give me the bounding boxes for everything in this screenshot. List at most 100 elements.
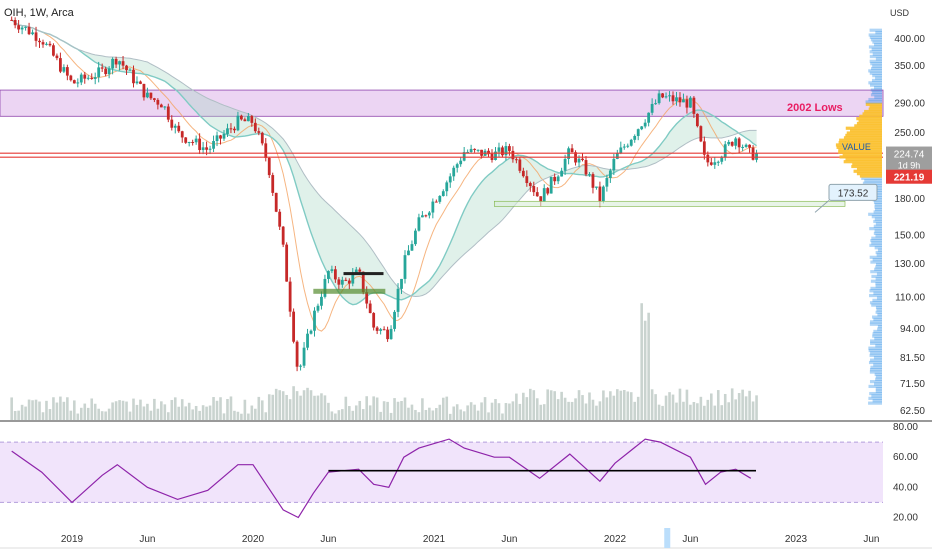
volume-profile-bar	[875, 377, 882, 381]
candle-body	[497, 147, 501, 152]
candle-body	[581, 158, 584, 161]
volume-bar	[556, 399, 560, 420]
volume-profile-bar	[870, 270, 882, 274]
volume-profile-bar	[872, 52, 882, 56]
candle-body	[313, 310, 316, 331]
price-tick-label: 130.00	[894, 259, 925, 270]
volume-profile-bar	[875, 387, 882, 391]
volume-bar	[295, 391, 299, 420]
candle-body	[132, 69, 135, 84]
volume-bar	[104, 411, 107, 420]
candle-body	[257, 131, 261, 133]
resistance-box	[313, 288, 386, 294]
candle-body	[622, 146, 626, 148]
price-tick-label: 400.00	[894, 34, 925, 45]
volume-bar	[135, 404, 139, 420]
zone-layer	[0, 89, 884, 117]
candle-body	[689, 97, 692, 108]
target-callout-pointer	[814, 199, 830, 213]
candle-body	[591, 174, 595, 188]
candle-body	[598, 186, 602, 202]
volume-profile-bar	[874, 195, 882, 200]
volume-bar	[431, 410, 435, 420]
volume-bar	[382, 401, 386, 420]
volume-bar	[281, 391, 285, 420]
volume-profile-bar	[869, 289, 882, 293]
candle-body	[504, 146, 508, 156]
candle-body	[354, 269, 358, 274]
volume-profile-bar	[871, 215, 882, 219]
candle-body	[549, 176, 553, 194]
time-tick-label: 2022	[604, 534, 627, 545]
candle-body	[445, 182, 449, 192]
rsi-band	[0, 442, 883, 503]
candle-body	[734, 138, 738, 146]
candle-body	[546, 188, 550, 194]
candle-body	[626, 145, 630, 147]
volume-bar	[163, 404, 167, 420]
volume-bar	[654, 394, 657, 420]
candle-body	[351, 273, 355, 284]
volume-profile-bar	[873, 85, 882, 90]
candle-body	[664, 96, 668, 98]
volume-profile-bar	[875, 222, 882, 226]
volume-profile-bar	[869, 255, 882, 259]
volume-profile-bar	[874, 42, 882, 47]
candle-body	[577, 158, 581, 163]
volume-bar	[720, 405, 724, 420]
candle-body	[706, 154, 710, 163]
candle-body	[163, 106, 167, 108]
volume-bar	[323, 395, 327, 420]
volume-bar	[445, 396, 449, 420]
candle-body	[194, 138, 198, 143]
volume-profile-bar	[873, 219, 882, 224]
volume-profile-bar	[868, 401, 882, 405]
volume-bar	[581, 395, 584, 420]
volume-bar	[320, 393, 323, 420]
candle-body	[636, 129, 640, 137]
volume-bar	[260, 400, 264, 420]
volume-profile-bar	[869, 50, 882, 54]
candle-body	[114, 58, 118, 65]
volume-bar	[177, 406, 181, 420]
volume-profile-bar	[854, 124, 882, 128]
volume-bar	[570, 401, 574, 420]
candle-body	[682, 99, 685, 103]
candle-body	[340, 279, 344, 285]
candle-body	[299, 365, 302, 367]
symbol-title: OIH, 1W, Arca	[4, 7, 75, 19]
candle-body	[323, 278, 327, 297]
candle-body	[184, 137, 188, 143]
candle-body	[615, 153, 619, 159]
volume-profile-bar	[868, 346, 882, 350]
candle-body	[229, 128, 233, 130]
volume-profile-bar	[845, 157, 882, 161]
volume-profile-bar	[873, 224, 882, 228]
volume-profile-bar	[871, 241, 882, 245]
volume-profile-bar	[873, 193, 882, 197]
candle-body	[368, 303, 372, 314]
candle-body	[198, 138, 202, 151]
candle-body	[420, 215, 424, 218]
ma-fast-line	[11, 19, 757, 332]
volume-bar	[41, 412, 45, 420]
volume-bar	[299, 395, 302, 420]
volume-bar	[59, 396, 62, 420]
volume-bar	[448, 413, 452, 420]
candle-body	[205, 147, 208, 150]
volume-bar	[107, 408, 111, 420]
volume-bar	[567, 401, 570, 420]
volume-bar	[685, 389, 689, 420]
price-tick-label: 350.00	[894, 61, 925, 72]
volume-profile-bar	[873, 200, 882, 204]
volume-bar	[10, 397, 13, 420]
candle-body	[619, 147, 623, 154]
volume-profile-bar	[875, 250, 882, 255]
candle-body	[302, 347, 306, 366]
volume-bar	[118, 400, 121, 420]
volume-bar	[689, 404, 692, 420]
volume-bar	[730, 388, 734, 420]
volume-bar	[354, 405, 358, 420]
volume-bar	[278, 390, 281, 420]
